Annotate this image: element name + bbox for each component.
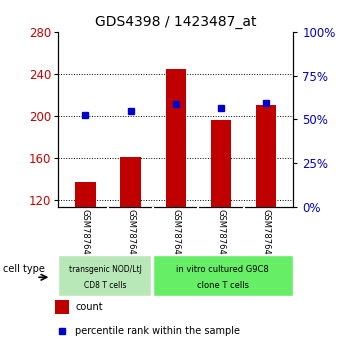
Bar	[256, 105, 276, 207]
Text: GSM787647: GSM787647	[171, 210, 180, 261]
Text: clone T cells: clone T cells	[197, 281, 249, 290]
Text: GSM787646: GSM787646	[126, 210, 135, 261]
Text: GSM787648: GSM787648	[216, 210, 225, 261]
Text: count: count	[75, 302, 103, 312]
Bar	[58, 255, 151, 296]
Text: transgenic NOD/LtJ: transgenic NOD/LtJ	[69, 265, 142, 274]
Title: GDS4398 / 1423487_at: GDS4398 / 1423487_at	[95, 16, 257, 29]
Bar	[166, 69, 186, 207]
Text: in vitro cultured G9C8: in vitro cultured G9C8	[176, 265, 269, 274]
Bar	[120, 157, 141, 207]
Bar	[153, 255, 293, 296]
Bar	[211, 120, 231, 207]
Text: cell type: cell type	[3, 264, 45, 274]
Text: GSM787645: GSM787645	[81, 210, 90, 261]
Text: GSM787649: GSM787649	[262, 210, 271, 261]
Text: CD8 T cells: CD8 T cells	[84, 281, 127, 290]
Text: percentile rank within the sample: percentile rank within the sample	[75, 326, 240, 337]
Bar	[55, 300, 69, 314]
Bar	[75, 182, 96, 207]
